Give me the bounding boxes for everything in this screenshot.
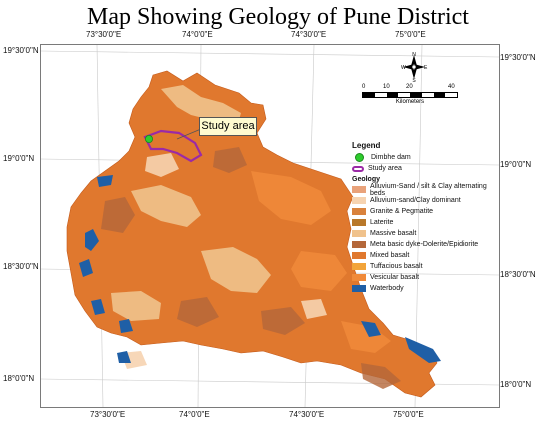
legend-geology-row: Alluvium-Sand / silt & Clay alternating … [352, 182, 500, 197]
top-tick-73-30: 73°30'0"E [86, 30, 122, 39]
legend-study-label: Study area [368, 165, 402, 172]
legend-geology-row: Vesicular basalt [352, 272, 500, 283]
west-label: W [401, 65, 406, 71]
legend-geology-title: Geology [352, 176, 381, 183]
bottom-tick-74-30: 74°30'0"E [289, 410, 325, 419]
meta-basic-zone [101, 147, 401, 389]
legend-geology-label: Laterite [370, 219, 394, 226]
legend-geology-label: Waterbody [370, 285, 404, 292]
legend-geology-row: Waterbody [352, 283, 500, 294]
scale-unit: Kilometers [395, 99, 425, 105]
top-tick-75-00: 75°0'0"E [395, 30, 426, 39]
dimbhe-dam-marker [144, 134, 153, 143]
legend-geology-label: Vesicular basalt [370, 274, 420, 281]
legend-swatch [352, 285, 366, 292]
scale-label-40: 40 [448, 84, 455, 90]
left-tick-18-30: 18°30'0"N [3, 262, 39, 271]
legend-geology-row: Massive basalt [352, 228, 500, 239]
legend-title: Legend [352, 141, 381, 150]
legend-row-dam: Dimbhe dam [352, 152, 500, 163]
massive-basalt-zone [111, 85, 271, 321]
left-tick-19-30: 19°30'0"N [3, 46, 39, 55]
south-label: S [412, 78, 416, 82]
study-area-callout: Study area [199, 117, 257, 136]
bottom-tick-75-00: 75°0'0"E [393, 410, 424, 419]
study-area-swatch-icon [352, 165, 364, 172]
legend-swatch [352, 252, 366, 259]
legend-swatch [352, 219, 366, 226]
map-canvas [41, 45, 499, 407]
legend-geology-items: Alluvium-Sand / silt & Clay alternating … [352, 182, 500, 294]
legend-geology-label: Mixed basalt [370, 252, 410, 259]
vesicular-basalt-zone [251, 171, 391, 353]
legend-geology-row: Alluvium-sand/Clay dominant [352, 195, 500, 206]
north-arrow-icon: N S W E [401, 52, 428, 82]
legend-swatch [352, 197, 366, 204]
legend-geology-label: Granite & Pegmatite [370, 208, 434, 215]
top-tick-74-00: 74°0'0"E [182, 30, 213, 39]
legend-geology-row: Tuffacious basalt [352, 261, 500, 272]
east-label: E [424, 65, 428, 71]
bottom-tick-74-00: 74°0'0"E [179, 410, 210, 419]
legend-geology-row: Laterite [352, 217, 500, 228]
legend-geology-label: Alluvium-sand/Clay dominant [370, 197, 461, 204]
dam-dot-icon [355, 153, 364, 162]
scale-label-20: 20 [406, 84, 413, 90]
map-frame [40, 44, 500, 408]
left-tick-19-00: 19°0'0"N [3, 154, 35, 163]
waterbodies [79, 175, 441, 363]
legend-geology-row: Granite & Pegmatite [352, 206, 500, 217]
scale-label-0: 0 [362, 84, 366, 90]
legend-geology-label: Alluvium-Sand / silt & Clay alternating … [370, 182, 487, 197]
legend-geology-label: Meta basic dyke-Dolerite/Epidiorite [370, 241, 479, 248]
scale-bar: 0 10 20 40 Kilometers [362, 84, 458, 105]
right-tick-18-00: 18°0'0"N [500, 380, 532, 389]
legend-geology-label: Massive basalt [370, 230, 417, 237]
top-tick-74-30: 74°30'0"E [291, 30, 327, 39]
right-tick-19-00: 19°0'0"N [500, 160, 532, 169]
left-tick-18-00: 18°0'0"N [3, 374, 35, 383]
legend-swatch [352, 263, 366, 270]
legend-geology-row: Meta basic dyke-Dolerite/Epidiorite [352, 239, 500, 250]
legend-swatch [352, 241, 366, 248]
scale-label-10: 10 [383, 84, 390, 90]
map-title: Map Showing Geology of Pune District [87, 4, 469, 30]
right-tick-19-30: 19°30'0"N [500, 53, 536, 62]
legend-row-study: Study area [352, 163, 500, 174]
legend-geology-label: Tuffacious basalt [370, 263, 423, 270]
right-tick-18-30: 18°30'0"N [500, 270, 536, 279]
north-label: N [412, 52, 416, 58]
legend-geology-row: Mixed basalt [352, 250, 500, 261]
legend-swatch [352, 274, 366, 281]
legend-swatch [352, 230, 366, 237]
bottom-tick-73-30: 73°30'0"E [90, 410, 126, 419]
legend-swatch [352, 186, 366, 193]
callout-pointer [176, 128, 202, 140]
study-area-outline [143, 129, 203, 163]
legend-dam-label: Dimbhe dam [371, 154, 411, 161]
legend-swatch [352, 208, 366, 215]
legend: Legend Dimbhe dam Study area Geology All… [352, 141, 500, 294]
